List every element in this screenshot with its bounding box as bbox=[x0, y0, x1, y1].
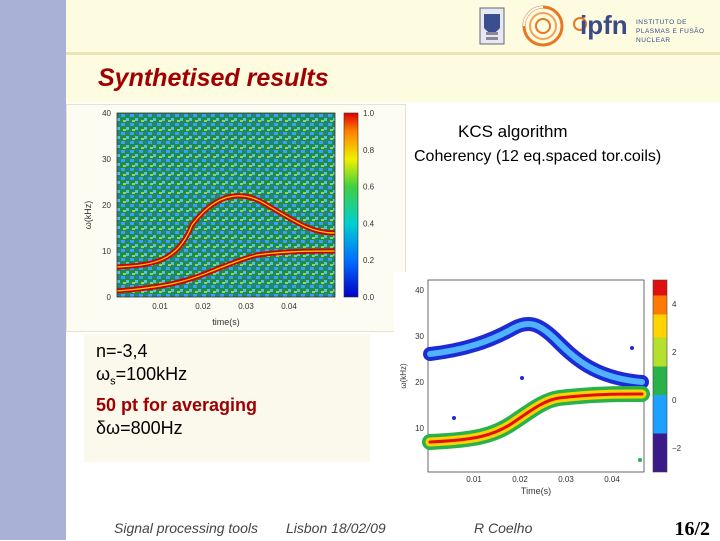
coherency-plot-card: 0 10 20 30 40 0.01 0.02 0.03 0.04 0.0 0.2 0.4 0.6 0… bbox=[66, 104, 406, 332]
kcs-plot-card: 10 20 30 40 0.01 0.02 0.03 0.04 −2 0 2 4 ω(kHz) T… bbox=[394, 272, 686, 502]
university-crest-logo bbox=[479, 7, 505, 45]
coherency-caption: Coherency (12 eq.spaced tor.coils) bbox=[414, 148, 662, 165]
left-plot-colorbar-tick-label: 0.6 bbox=[363, 183, 375, 192]
ipfn-logo: ipfn INSTITUTO DE PLASMAS E FUSÃO NUCLEA… bbox=[572, 4, 712, 48]
kcs-colorbar bbox=[652, 279, 668, 473]
right-plot-colorbar-tick-label: 0 bbox=[672, 396, 677, 405]
left-plot-ytick-label: 0 bbox=[107, 293, 112, 302]
frequency-resolution: δω=800Hz bbox=[96, 417, 183, 438]
upper-mode-core bbox=[116, 195, 336, 268]
kcs-outlier-point bbox=[452, 416, 456, 420]
sampling-frequency: ωs=100kHz bbox=[96, 363, 358, 394]
left-plot-xtick-label: 0.02 bbox=[195, 302, 211, 311]
right-plot-colorbar-ticks: −2 0 2 4 bbox=[672, 300, 682, 453]
footer-author: R Coelho bbox=[474, 520, 533, 536]
sampling-frequency-value: =100kHz bbox=[115, 364, 188, 384]
right-plot-xticks: 0.01 0.02 0.03 0.04 bbox=[466, 475, 620, 484]
right-plot-xtick-label: 0.01 bbox=[466, 475, 482, 484]
right-plot-ytick-label: 30 bbox=[415, 332, 424, 341]
left-plot-ylabel: ω(kHz) bbox=[83, 201, 93, 230]
left-plot-ytick-label: 10 bbox=[102, 247, 111, 256]
left-plot-xtick-label: 0.01 bbox=[152, 302, 168, 311]
right-plot-colorbar-tick-label: 2 bbox=[672, 348, 677, 357]
kcs-lower-band-core bbox=[428, 392, 644, 444]
right-plot-ytick-label: 20 bbox=[415, 378, 424, 387]
left-decorative-band bbox=[0, 0, 66, 540]
left-plot-xticks: 0.01 0.02 0.03 0.04 bbox=[152, 302, 297, 311]
page-number: 16/2 bbox=[674, 518, 710, 540]
left-plot-ytick-label: 20 bbox=[102, 201, 111, 210]
left-plot-colorbar-tick-label: 0.2 bbox=[363, 256, 375, 265]
ipfn-logo-subtext: INSTITUTO DE PLASMAS E FUSÃO NUCLEAR bbox=[636, 19, 705, 44]
left-plot-colorbar-tick-label: 0.4 bbox=[363, 219, 375, 228]
title-band bbox=[66, 52, 720, 102]
ipfn-mark-icon bbox=[573, 17, 587, 31]
right-plot-xtick-label: 0.03 bbox=[558, 475, 574, 484]
right-plot-xtick-label: 0.02 bbox=[512, 475, 528, 484]
right-plot-colorbar-tick-label: −2 bbox=[672, 444, 682, 453]
omega-symbol: ω bbox=[96, 364, 111, 384]
ist-swirl-logo bbox=[522, 5, 564, 47]
right-plot-ylabel: ω(kHz) bbox=[399, 363, 408, 389]
coherency-plot-frame bbox=[116, 112, 336, 298]
algorithm-caption: KCS algorithm bbox=[458, 122, 568, 141]
footer-topic: Signal processing tools bbox=[114, 520, 258, 536]
left-plot-xtick-label: 0.04 bbox=[281, 302, 297, 311]
left-plot-colorbar-tick-label: 0.0 bbox=[363, 293, 375, 302]
ipfn-logo-text: ipfn bbox=[580, 10, 628, 40]
kcs-outlier-point bbox=[630, 346, 634, 350]
left-plot-colorbar-tick-label: 1.0 bbox=[363, 109, 375, 118]
header-divider bbox=[66, 52, 720, 55]
kcs-plot: 10 20 30 40 0.01 0.02 0.03 0.04 −2 0 2 4 ω(kHz) T… bbox=[399, 279, 682, 496]
left-plot-yticks: 0 10 20 30 40 bbox=[102, 109, 111, 302]
right-plot-xlabel: Time(s) bbox=[521, 486, 551, 496]
left-plot-ytick-label: 30 bbox=[102, 155, 111, 164]
omega-subscript: s bbox=[110, 375, 116, 388]
header-band bbox=[66, 0, 720, 52]
mode-numbers: n=-3,4 bbox=[96, 341, 148, 361]
kcs-outlier-point bbox=[520, 376, 524, 380]
left-plot-xtick-label: 0.03 bbox=[238, 302, 254, 311]
parameters-box: n=-3,4 ωs=100kHz 50 pt for averaging δω=… bbox=[84, 334, 370, 462]
right-plot-yticks: 10 20 30 40 bbox=[415, 286, 424, 433]
kcs-upper-band-inner bbox=[427, 320, 645, 385]
left-plot-colorbar-tick-label: 0.8 bbox=[363, 146, 375, 155]
slide-title: Synthetised results bbox=[98, 64, 329, 92]
right-plot-ytick-label: 40 bbox=[415, 286, 424, 295]
right-plot-xtick-label: 0.04 bbox=[604, 475, 620, 484]
lower-mode-core bbox=[116, 250, 336, 292]
right-plot-colorbar-tick-label: 4 bbox=[672, 300, 677, 309]
right-plot-ytick-label: 10 bbox=[415, 424, 424, 433]
footer-date: Lisbon 18/02/09 bbox=[286, 520, 386, 536]
left-plot-xlabel: time(s) bbox=[212, 317, 240, 327]
kcs-outlier-point bbox=[638, 458, 642, 462]
coherency-heatmap bbox=[117, 113, 335, 297]
left-plot-ytick-label: 40 bbox=[102, 109, 111, 118]
averaging-points: 50 pt for averaging bbox=[96, 394, 258, 415]
left-plot-colorbar-ticks: 0.0 0.2 0.4 0.6 0.8 1.0 bbox=[363, 109, 375, 302]
coherency-colorbar bbox=[343, 112, 359, 298]
